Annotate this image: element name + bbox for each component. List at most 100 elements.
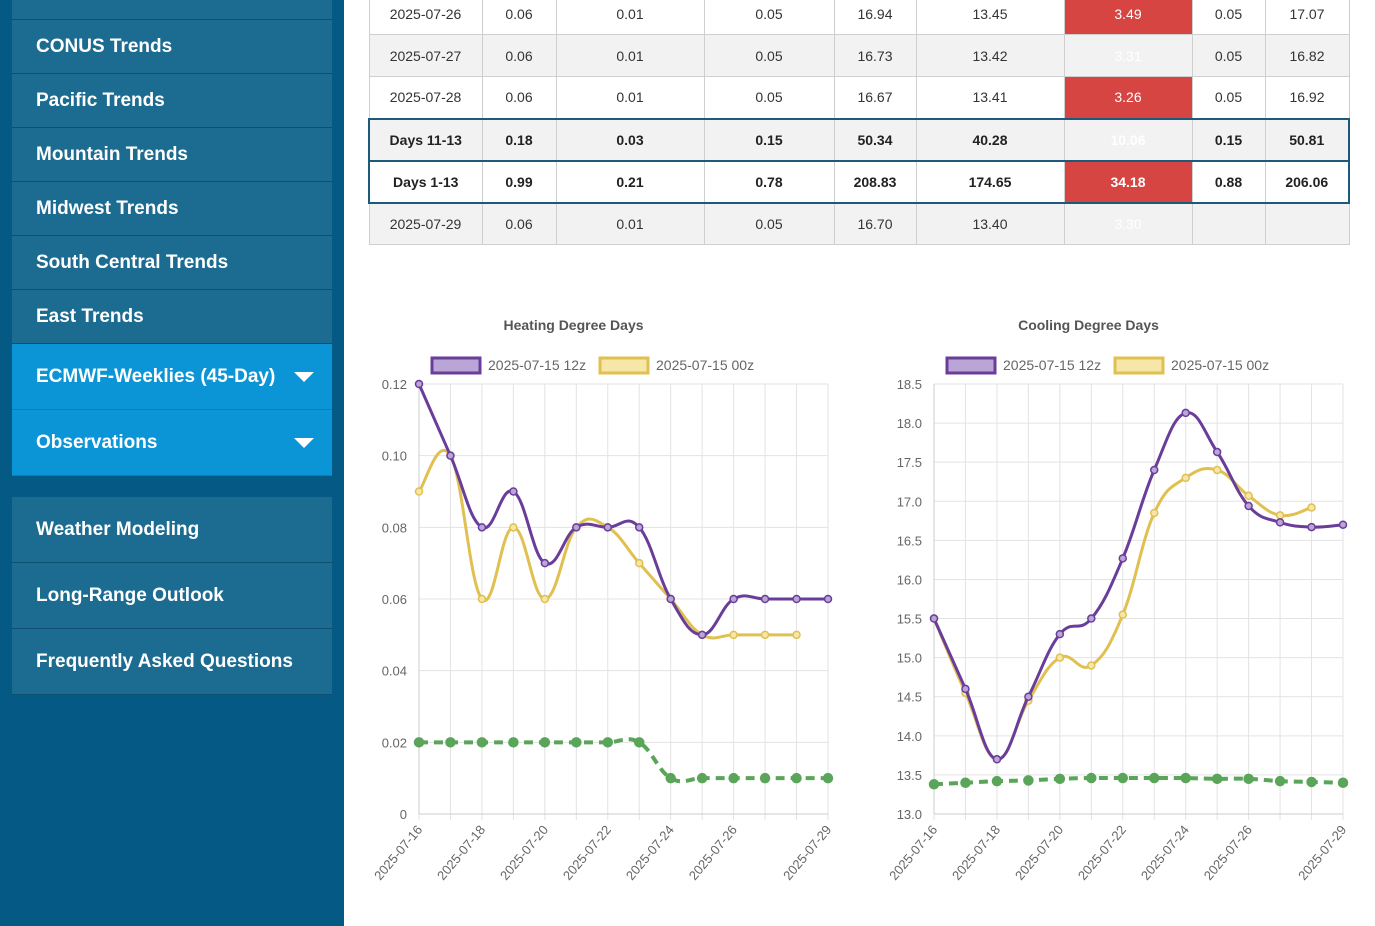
data-point xyxy=(634,523,644,532)
table-cell: 0.06 xyxy=(481,34,557,77)
data-point xyxy=(477,594,487,604)
table-row: 2025-07-26 0.06 0.01 0.05 16.94 13.45 3.49 0.05… xyxy=(368,0,1350,35)
data-point xyxy=(1181,473,1190,483)
table-cell: 2025-07-29 xyxy=(368,202,483,245)
data-point xyxy=(509,523,518,532)
table-cell: 2025-07-28 xyxy=(368,76,483,119)
y-tick-label: 0.10 xyxy=(382,449,407,464)
legend-label: 2025-07-15 00z xyxy=(1171,357,1269,373)
sidebar-item-ecmwf-weeklies[interactable]: ECMWF-Weeklies (45-Day) xyxy=(12,344,332,410)
sidebar-item-weather-modeling[interactable]: Weather Modeling xyxy=(12,497,332,563)
nav-primary: CONUS Trends Pacific Trends Mountain Tre… xyxy=(12,0,332,476)
sidebar-item-observations[interactable]: Observations xyxy=(12,410,332,476)
table-cell: 0.05 xyxy=(1191,34,1266,77)
data-point xyxy=(1337,777,1349,788)
x-tick-label: 2025-07-22 xyxy=(1075,822,1129,883)
data-point xyxy=(476,737,488,748)
table-cell: 50.34 xyxy=(833,117,917,162)
chart-title: Cooling Degree Days xyxy=(1018,317,1159,333)
table-cell: 13.41 xyxy=(915,76,1065,119)
data-point xyxy=(509,487,518,496)
data-point xyxy=(633,737,645,748)
table-cell: 0.05 xyxy=(703,76,835,119)
table-cell: 0.06 xyxy=(481,0,557,35)
table-cell: 0.03 xyxy=(555,117,705,162)
x-tick-label: 2025-07-16 xyxy=(886,822,940,883)
sidebar-item-faq[interactable]: Frequently Asked Questions xyxy=(12,629,332,695)
y-tick-label: 14.0 xyxy=(897,729,922,744)
x-tick-label: 2025-07-29 xyxy=(780,822,834,883)
table-cell: 0.78 xyxy=(703,159,835,204)
data-point xyxy=(603,523,613,532)
y-tick-label: 0.04 xyxy=(382,664,407,679)
table-cell: 16.67 xyxy=(833,76,917,119)
table-cell: 0.18 xyxy=(481,117,557,162)
legend-swatch xyxy=(430,356,482,375)
table-cell: 16.73 xyxy=(833,34,917,77)
table-cell: 13.42 xyxy=(915,34,1065,77)
cdd-chart-svg: Cooling Degree Days 2025-07-15 12z 2025-07… xyxy=(886,317,1349,883)
data-point xyxy=(1338,520,1348,529)
data-point xyxy=(1055,653,1065,662)
data-point xyxy=(1055,629,1065,639)
data-point xyxy=(571,737,582,748)
data-point xyxy=(1087,614,1096,623)
nav-secondary: Weather Modeling Long-Range Outlook Freq… xyxy=(12,497,332,695)
table-cell: 13.45 xyxy=(915,0,1065,35)
y-tick-label: 0 xyxy=(400,807,407,822)
x-tick-label: 2025-07-22 xyxy=(560,822,614,883)
data-point xyxy=(1181,408,1190,418)
data-point xyxy=(446,451,455,460)
table-cell: 3.30 xyxy=(1063,202,1193,245)
legend-label: 2025-07-15 12z xyxy=(488,357,586,373)
x-tick-label: 2025-07-24 xyxy=(1138,822,1192,883)
sidebar-item-long-range-outlook[interactable]: Long-Range Outlook xyxy=(12,563,332,629)
data-point xyxy=(1054,773,1066,785)
table-cell: 0.99 xyxy=(481,159,557,204)
sidebar-item-conus[interactable]: CONUS Trends xyxy=(12,20,332,74)
data-point xyxy=(1274,775,1286,787)
table-cell: 2025-07-26 xyxy=(368,0,483,35)
data-point xyxy=(729,630,738,640)
table-cell: 0.01 xyxy=(555,34,705,77)
data-point xyxy=(1275,518,1285,527)
y-tick-label: 15.5 xyxy=(897,612,922,627)
table-cell: 206.06 xyxy=(1264,159,1350,204)
table-cell: 208.83 xyxy=(833,159,917,204)
table-cell: Days 1-13 xyxy=(368,159,483,204)
sidebar-item-midwest[interactable]: Midwest Trends xyxy=(12,182,332,236)
data-point xyxy=(1087,661,1096,670)
y-tick-label: 16.5 xyxy=(897,533,922,548)
data-point xyxy=(445,737,456,748)
y-tick-label: 18.0 xyxy=(897,416,922,431)
hdd-chart-svg: Heating Degree Days 2025-07-15 12z 2025-07… xyxy=(371,317,834,883)
x-tick-label: 2025-07-20 xyxy=(1012,822,1066,883)
table-cell: Days 11-13 xyxy=(368,117,483,162)
sidebar-item-south-central[interactable]: South Central Trends xyxy=(12,236,332,290)
sidebar-item-label: Pacific Trends xyxy=(36,89,165,111)
y-tick-label: 16.0 xyxy=(897,572,922,587)
y-tick-label: 13.0 xyxy=(897,807,922,822)
data-point xyxy=(1148,772,1160,784)
table-cell: 0.15 xyxy=(703,117,835,162)
y-tick-label: 14.5 xyxy=(897,690,922,705)
sidebar-item-label: ECMWF-Weeklies (45-Day) xyxy=(36,365,276,387)
nav-item-partial[interactable] xyxy=(12,0,332,20)
data-point xyxy=(1149,508,1159,518)
caret-down-icon[interactable] xyxy=(294,437,314,448)
caret-down-icon[interactable] xyxy=(294,371,314,382)
data-point xyxy=(792,594,801,604)
table-cell: 17.07 xyxy=(1264,0,1350,35)
sidebar-item-pacific[interactable]: Pacific Trends xyxy=(12,74,332,128)
data-point xyxy=(666,594,675,604)
data-point xyxy=(760,630,770,640)
table-cell: 174.65 xyxy=(915,159,1065,204)
sidebar-item-label: Midwest Trends xyxy=(36,197,179,219)
sidebar-item-mountain[interactable]: Mountain Trends xyxy=(12,128,332,182)
data-point xyxy=(1180,772,1191,784)
table-cell: 0.01 xyxy=(555,76,705,119)
sidebar-item-east[interactable]: East Trends xyxy=(12,290,332,344)
table-cell: 0.05 xyxy=(703,34,835,77)
table-row: Days 1-13 0.99 0.21 0.78 208.83 174.65 34.18 0.… xyxy=(368,159,1350,204)
data-point xyxy=(477,523,487,532)
